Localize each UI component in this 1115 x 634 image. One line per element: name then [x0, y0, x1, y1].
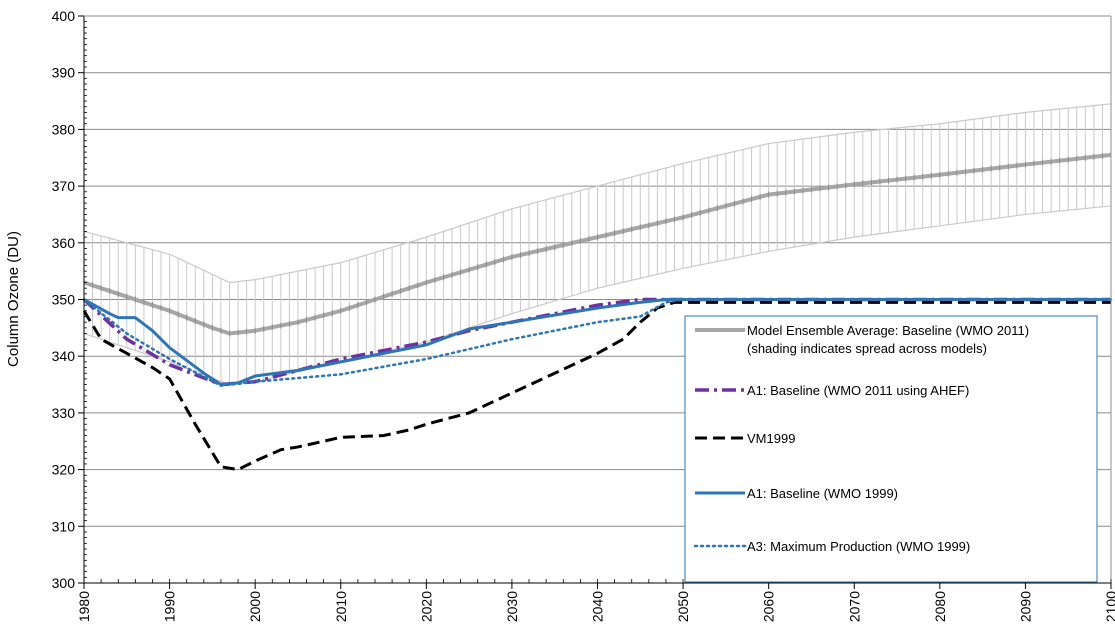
y-tick-label: 330: [52, 405, 76, 421]
x-tick-label: 1980: [76, 591, 92, 622]
legend-label-1: A1: Baseline (WMO 2011 using AHEF): [747, 383, 969, 398]
x-tick-label: 2060: [761, 591, 777, 622]
y-tick-label: 320: [52, 462, 76, 478]
x-tick-label: 2020: [418, 591, 434, 622]
x-tick-label: 2010: [333, 591, 349, 622]
legend-label-3: A1: Baseline (WMO 1999): [747, 486, 898, 501]
x-tick-label: 2050: [675, 591, 691, 622]
y-tick-label: 390: [52, 65, 76, 81]
x-tick-label: 2070: [846, 591, 862, 622]
spread-upper-bound: [83, 103, 1112, 284]
legend-label-0-line2: (shading indicates spread across models): [747, 341, 987, 356]
x-tick-label: 2090: [1017, 591, 1033, 622]
y-tick-label: 340: [52, 348, 76, 364]
legend: Model Ensemble Average: Baseline (WMO 20…: [684, 315, 1098, 583]
y-tick-label: 370: [52, 178, 76, 194]
x-tick-label: 1990: [162, 591, 178, 622]
y-tick-label: 310: [52, 518, 76, 534]
x-tick-label: 2040: [590, 591, 606, 622]
legend-label-2: VM1999: [747, 431, 795, 446]
x-tick-label: 2080: [932, 591, 948, 622]
legend-label-4: A3: Maximum Production (WMO 1999): [747, 539, 970, 554]
y-tick-label: 380: [52, 121, 76, 137]
x-tick-label: 2100: [1103, 591, 1115, 622]
legend-box: [684, 315, 1098, 583]
y-tick-label: 350: [52, 292, 76, 308]
series-line-4: [82, 298, 1113, 387]
axes: 300 310 320 330 340 350 360 370 380 390 400 1980 199…: [52, 8, 1115, 622]
y-axis-title: Column Ozone (DU): [5, 231, 22, 367]
x-tick-label: 2000: [247, 591, 263, 622]
legend-label-0: Model Ensemble Average: Baseline (WMO 20…: [747, 323, 1029, 338]
series-line-2: [82, 300, 1111, 472]
x-tick-label: 2030: [504, 591, 520, 622]
series-line-3: [83, 298, 1111, 387]
series-line-1: [82, 297, 1111, 387]
y-tick-label: 360: [52, 235, 76, 251]
y-tick-label: 300: [52, 575, 76, 591]
y-tick-label: 400: [52, 8, 76, 24]
